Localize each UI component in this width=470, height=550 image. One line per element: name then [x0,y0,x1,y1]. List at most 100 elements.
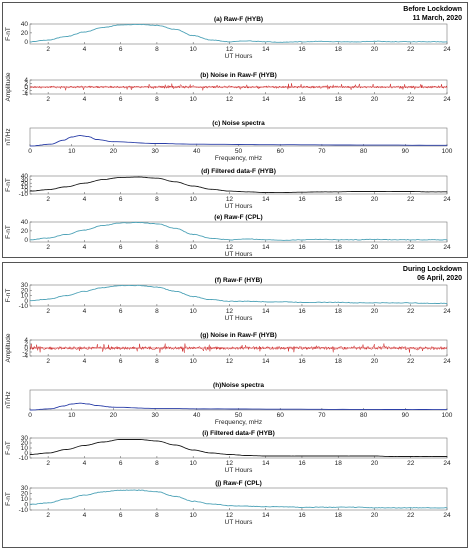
data-point [301,191,303,193]
x-tick-label: 20 [371,244,379,251]
x-tick-label: 16 [298,244,306,251]
data-point [196,143,198,145]
series-line [29,221,448,241]
x-tick-label: 22 [407,358,415,365]
data-point [156,286,158,288]
x-tick-label: 100 [442,412,453,419]
series-line [30,176,447,194]
data-point [102,491,103,493]
data-point [102,287,103,289]
chart-title: (h)Noise spectra [213,382,264,389]
chart-title: (i) Filtered data-F (HYB) [202,430,275,437]
data-point [47,298,49,300]
data-point [71,403,73,405]
x-tick-label: 8 [155,196,159,203]
x-tick-label: 10 [68,148,76,155]
y-tick-label: -2 [22,349,28,356]
x-tick-label: 12 [226,308,234,315]
x-tick-label: 8 [155,46,159,53]
data-point [138,176,140,178]
data-point [196,408,198,410]
data-point [65,498,67,500]
data-point [446,302,448,304]
data-point [83,290,85,292]
x-tick-label: 2 [46,196,50,203]
x-tick-label: 20 [371,308,379,315]
data-point [102,441,103,443]
data-point [301,506,303,508]
y-tick-label: 20 [21,491,29,498]
data-point [50,408,52,410]
data-point [156,440,158,442]
chart-title: (a) Raw-F (HYB) [214,16,263,23]
data-point [83,494,85,496]
x-axis-label: UT Hours [225,203,253,210]
data-point [319,191,321,193]
data-point [301,239,303,241]
y-tick-label: 2 [24,341,28,348]
x-axis-label: UT Hours [225,467,253,474]
y-tick-label: 2 [24,81,28,88]
y-tick-label: 0 [24,450,28,457]
y-tick-label: 30 [21,177,29,184]
x-tick-label: 4 [83,96,87,103]
chart-panel-f: (f) Raw-F (HYB)2 4 6 8 10 12 14 16 18 20 22 24-1001… [5,277,451,322]
data-point [79,135,81,136]
x-tick-label: 80 [360,148,368,155]
data-point [337,301,339,303]
data-point [29,239,31,241]
data-point [363,144,364,146]
y-tick-label: 40 [21,21,29,28]
x-tick-label: 2 [46,244,50,251]
data-point [410,239,412,241]
data-point [428,456,430,457]
chart-panel-e: (e) Raw-F (CPL)2 4 6 8 10 12 14 16 18 20 22 2402040… [5,214,451,258]
data-point [265,192,267,193]
x-tick-label: 2 [46,308,50,315]
plot-frame [29,221,448,243]
x-tick-label: 12 [226,46,234,53]
x-tick-label: 2 [46,460,50,467]
data-point [410,191,412,192]
chart-title: (b) Noise in Raw-F (HYB) [200,72,277,79]
x-tick-label: 14 [262,358,270,365]
x-tick-label: 4 [83,244,87,251]
x-tick-label: 6 [119,46,123,53]
x-tick-label: 2 [46,96,50,103]
x-tick-label: 12 [226,96,234,103]
data-point [410,41,412,43]
y-axis-label: F-nT [5,225,12,239]
data-point [337,455,339,457]
y-tick-label: -10 [19,303,29,310]
x-tick-label: 22 [407,460,415,467]
x-tick-label: 24 [443,512,451,519]
x-tick-label: 18 [335,358,343,365]
x-tick-label: 16 [298,46,306,53]
y-tick-label: 0 [24,84,28,91]
y-tick-label: 10 [21,184,29,191]
x-tick-label: 16 [298,358,306,365]
chart-panel-c: (c) Noise spectra 0 10 20 30 40 50 60 70 80 90 100 F… [5,120,453,162]
data-point [47,502,49,504]
data-point [247,455,248,456]
x-tick-label: 12 [226,512,234,519]
x-tick-label: 18 [335,244,343,251]
x-tick-label: 0 [28,148,32,155]
x-tick-label: 6 [119,512,123,519]
data-point [29,41,31,43]
data-point [265,239,267,241]
x-tick-label: 14 [262,512,270,519]
data-point [283,41,285,43]
x-tick-label: 8 [155,244,159,251]
data-point [102,27,103,28]
chart-panel-j: (j) Raw-F (CPL)2 4 6 8 10 12 14 16 18 20 22 24-1001… [5,480,451,526]
data-point [29,409,31,411]
data-point [229,505,230,506]
chart-title: (c) Noise spectra [212,120,265,127]
data-point [355,41,357,43]
chart-title: (f) Raw-F (HYB) [215,277,263,284]
y-axis-label: Amplitude [5,72,12,101]
data-point [120,285,122,286]
plot-frame [29,127,448,147]
x-tick-label: 4 [83,196,87,203]
